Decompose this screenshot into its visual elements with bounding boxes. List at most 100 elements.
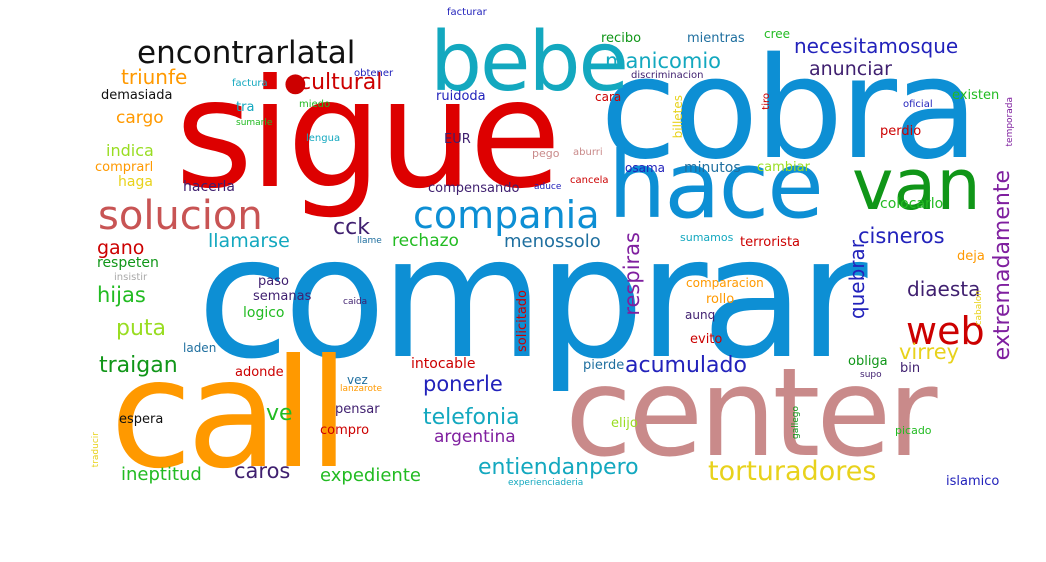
word-terrorista: terrorista bbox=[740, 235, 801, 250]
word-facturar: facturar bbox=[447, 7, 487, 18]
word-sigue: sigue bbox=[175, 48, 561, 222]
word-cultural: cultural bbox=[299, 70, 383, 95]
word-evito: evito bbox=[690, 332, 723, 347]
word-oficial: oficial bbox=[903, 99, 933, 110]
word-supo: supo bbox=[860, 370, 882, 380]
word-lengua: lengua bbox=[306, 133, 341, 144]
word-cultural-dot: ● bbox=[284, 68, 307, 98]
word-cabalon: cabalon bbox=[974, 290, 984, 326]
word-virrey: virrey bbox=[899, 340, 960, 364]
word-sumarle: sumarle bbox=[236, 118, 273, 128]
word-adonde: adonde bbox=[235, 365, 284, 380]
word-solicitado: solicitado bbox=[515, 290, 530, 352]
word-diaesta: diaesta bbox=[907, 277, 981, 301]
word-caros: caros bbox=[234, 459, 291, 483]
word-rechazo: rechazo bbox=[392, 231, 459, 251]
word-bebe: bebe bbox=[430, 15, 629, 110]
word-colocarlo: colocarlo bbox=[880, 196, 944, 212]
word-miedo: miedo bbox=[299, 99, 331, 110]
word-traducir: traducir bbox=[91, 432, 101, 468]
word-lanzarote: lanzarote bbox=[340, 384, 383, 394]
word-laden: laden bbox=[183, 341, 217, 355]
word-osama: osama bbox=[625, 161, 665, 175]
word-paso: paso bbox=[258, 274, 289, 289]
word-gallego: gallego bbox=[791, 406, 801, 439]
word-gano: gano bbox=[97, 237, 145, 259]
word-extremadamente: extremadamente bbox=[990, 170, 1015, 361]
word-sumamos: sumamos bbox=[680, 231, 734, 244]
word-tra: tra bbox=[236, 100, 255, 115]
word-picado: picado bbox=[895, 424, 932, 437]
word-hace: hace bbox=[608, 132, 824, 239]
word-aduce: aduce bbox=[534, 182, 562, 192]
word-hacerla: hacerla bbox=[183, 179, 235, 195]
word-cobra: cobra bbox=[600, 28, 979, 191]
word-acumulado: acumulado bbox=[625, 353, 747, 378]
word-manicomio: manicomio bbox=[605, 49, 722, 73]
word-haga: haga bbox=[118, 174, 153, 190]
word-ineptitud: ineptitud bbox=[121, 464, 202, 485]
word-caida: caida bbox=[343, 297, 368, 307]
word-insistir: insistir bbox=[114, 272, 148, 283]
word-quebrar: quebrar bbox=[845, 240, 869, 320]
word-intocable: intocable bbox=[411, 356, 476, 372]
word-llame: llame bbox=[357, 236, 382, 246]
word-argentina: argentina bbox=[434, 427, 516, 447]
word-comprarl: comprarl bbox=[95, 160, 154, 175]
word-indica: indica bbox=[106, 141, 154, 160]
word-islamico: islamico bbox=[946, 474, 1000, 489]
word-mientras: mientras bbox=[687, 31, 745, 46]
word-cancela: cancela bbox=[570, 175, 609, 186]
word-telefonia: telefonia bbox=[423, 405, 520, 430]
word-van: van bbox=[852, 144, 981, 226]
word-center: center bbox=[565, 342, 938, 484]
word-call: call bbox=[110, 328, 350, 502]
word-ruidoda: ruidoda bbox=[436, 89, 486, 104]
word-comprar: comprar bbox=[197, 200, 868, 396]
word-compro: compro bbox=[320, 423, 370, 438]
word-torturadores: torturadores bbox=[708, 456, 877, 487]
word-tiro: tiro bbox=[761, 93, 772, 110]
word-espera: espera bbox=[119, 412, 164, 427]
word-respeten: respeten bbox=[97, 255, 159, 271]
word-bin: bin bbox=[900, 361, 921, 376]
word-EUR: EUR bbox=[444, 132, 471, 147]
word-experienciaderia: experienciaderia bbox=[508, 478, 584, 488]
word-rollo: rollo bbox=[706, 292, 735, 307]
word-cree: cree bbox=[764, 27, 791, 41]
word-recibo: recibo bbox=[601, 31, 642, 46]
word-ponerle: ponerle bbox=[423, 372, 503, 396]
word-obtener: obtener bbox=[354, 68, 394, 79]
word-encontrarlatal: encontrarlatal bbox=[137, 35, 356, 71]
word-demasiada: demasiada bbox=[101, 88, 173, 103]
word-triunfe: triunfe bbox=[121, 65, 188, 89]
word-temporada: temporada bbox=[1005, 97, 1015, 147]
word-puta: puta bbox=[116, 316, 167, 341]
word-pierde: pierde bbox=[583, 358, 625, 373]
word-perdio: perdio bbox=[880, 124, 922, 139]
word-cara: cara bbox=[595, 90, 622, 104]
word-cisneros: cisneros bbox=[858, 224, 945, 248]
word-logico: logico bbox=[243, 305, 285, 321]
word-vez: vez bbox=[347, 373, 368, 387]
word-llamarse: llamarse bbox=[208, 230, 290, 252]
word-compensando: compensando bbox=[428, 181, 520, 196]
word-discriminacion: discriminacion bbox=[631, 70, 704, 81]
word-aburri: aburri bbox=[573, 147, 603, 158]
word-billetes: billetes bbox=[671, 95, 685, 139]
word-deja: deja bbox=[957, 249, 985, 264]
word-anunciar: anunciar bbox=[809, 58, 892, 80]
word-ve: ve bbox=[266, 401, 293, 426]
word-necesitamosque: necesitamosque bbox=[794, 34, 959, 58]
word-hijas: hijas bbox=[97, 283, 146, 307]
word-traigan: traigan bbox=[99, 353, 178, 378]
word-cck: cck bbox=[333, 215, 370, 240]
word-expediente: expediente bbox=[320, 465, 421, 486]
word-pensar: pensar bbox=[335, 402, 380, 417]
word-menossolo: menossolo bbox=[504, 231, 601, 252]
word-compania: compania bbox=[413, 193, 600, 237]
word-comparacion: comparacion bbox=[686, 276, 764, 290]
word-pego: pego bbox=[532, 147, 560, 160]
word-elijo: elijo bbox=[611, 416, 638, 431]
